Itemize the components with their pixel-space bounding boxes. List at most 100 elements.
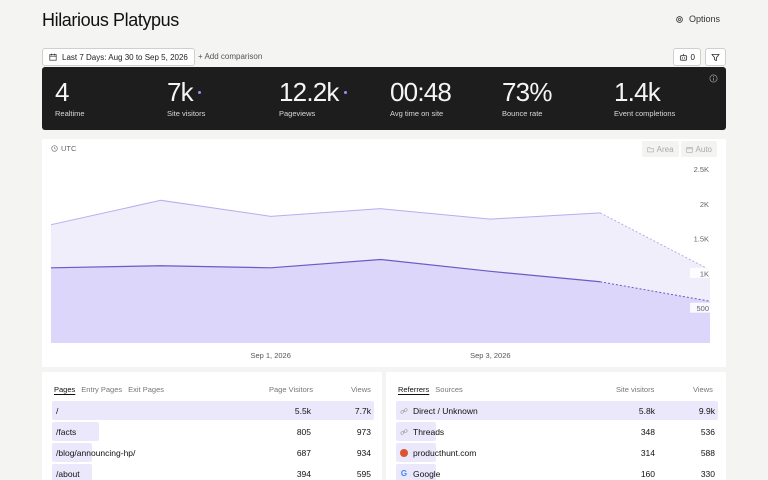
table-row[interactable]: Direct / Unknown 5.8k 9.9k: [396, 400, 718, 421]
row-visitors: 394: [296, 469, 311, 479]
pages-list: / 5.5k 7.7k/facts 805 973/blog/announcing-hp…: [52, 400, 374, 480]
stat-value: 7k: [167, 77, 194, 107]
stat-value: 73%: [502, 77, 552, 107]
options-label: Options: [688, 14, 720, 24]
row-bar: [52, 422, 99, 441]
row-name: Threads: [400, 427, 444, 437]
chart-card: 500 1K 1.5K 2K 2.5K Sep 1, 2026 Sep 3, 2026 UT…: [42, 139, 726, 367]
date-range-picker[interactable]: Last 7 Days: Aug 30 to Sep 5, 2026: [42, 48, 195, 66]
row-views: 9.9k: [698, 406, 715, 416]
pages-card: Pages Entry Pages Exit Pages Page Visito…: [42, 372, 382, 480]
stat-value: 12.2k: [279, 77, 339, 107]
row-views: 588: [700, 448, 715, 458]
row-visitors: 160: [640, 469, 655, 479]
stat-label: Site visitors: [167, 109, 206, 118]
row-label: /about: [56, 469, 80, 479]
stat-avg-time[interactable]: 00:48 Avg time on site: [390, 79, 452, 118]
table-row[interactable]: / 5.5k 7.7k: [52, 400, 374, 421]
toolbar: Last 7 Days: Aug 30 to Sep 5, 2026 + Add…: [42, 48, 726, 66]
row-name: /about: [56, 469, 80, 479]
live-dot-icon: [197, 90, 201, 94]
tab-entry-pages[interactable]: Entry Pages: [81, 385, 123, 394]
row-name: producthunt.com: [400, 448, 476, 458]
row-bar: [52, 443, 93, 462]
folder-icon: [647, 146, 654, 152]
stat-value: 1.4k: [614, 77, 661, 107]
column-header-views[interactable]: Views: [351, 385, 371, 394]
add-comparison-button[interactable]: + Add comparison: [198, 52, 263, 61]
row-name: /: [56, 406, 58, 416]
column-header-views[interactable]: Views: [693, 385, 713, 394]
stats-panel: 4 Realtime 7k Site visitors 12.2k Pagevi…: [42, 67, 726, 130]
row-views: 536: [700, 427, 715, 437]
table-row[interactable]: Threads 348 536: [396, 421, 718, 442]
row-bar: [52, 401, 374, 420]
stat-realtime[interactable]: 4 Realtime: [55, 79, 85, 118]
row-label: Google: [413, 469, 441, 479]
row-label: producthunt.com: [413, 448, 477, 458]
row-label: /: [56, 406, 59, 416]
tab-sources[interactable]: Sources: [435, 385, 463, 394]
table-row[interactable]: /about 394 595: [52, 463, 374, 480]
referrers-card: Referrers Sources Site visitors Views Di…: [386, 372, 726, 480]
table-row[interactable]: producthunt.com 314 588: [396, 442, 718, 463]
area-mode-button[interactable]: Area: [641, 141, 679, 157]
timezone-indicator: UTC: [51, 144, 76, 153]
row-visitors: 314: [640, 448, 655, 458]
row-label: /facts: [56, 427, 77, 437]
calendar-icon: [685, 146, 693, 153]
info-icon[interactable]: [709, 74, 718, 83]
series-area-1: [51, 259, 710, 343]
chart-mode-toggle: Area Auto: [641, 141, 717, 157]
column-header-visitors[interactable]: Page Visitors: [269, 385, 314, 394]
y-tick-bg: [690, 267, 712, 278]
filter-button[interactable]: [705, 48, 726, 66]
auto-mode-label: Auto: [695, 144, 712, 154]
row-visitors: 5.5k: [294, 406, 311, 416]
y-tick-label: 1.5K: [694, 235, 709, 244]
table-row[interactable]: /facts 805 973: [52, 421, 374, 442]
row-views: 7.7k: [354, 406, 371, 416]
stat-site-visitors[interactable]: 7k Site visitors: [167, 79, 205, 118]
row-bar: [396, 443, 436, 462]
table-row[interactable]: G Google 160 330: [396, 463, 718, 480]
tab-referrers[interactable]: Referrers: [398, 385, 430, 394]
clock-icon: [51, 145, 58, 152]
stat-label: Event completions: [614, 109, 676, 118]
x-tick-label: Sep 1, 2026: [250, 351, 290, 360]
auto-mode-button[interactable]: Auto: [680, 141, 717, 157]
options-button[interactable]: Options: [675, 14, 720, 24]
y-tick-bg: [690, 302, 712, 313]
row-label: Direct / Unknown: [413, 406, 478, 416]
row-views: 934: [356, 448, 371, 458]
row-views: 330: [700, 469, 715, 479]
stat-event-completions[interactable]: 1.4k Event completions: [614, 79, 675, 118]
date-range-label: Last 7 Days: Aug 30 to Sep 5, 2026: [62, 52, 188, 62]
stat-bounce-rate[interactable]: 73% Bounce rate: [502, 79, 552, 118]
stat-pageviews[interactable]: 12.2k Pageviews: [279, 79, 347, 118]
row-label: Threads: [413, 427, 445, 437]
row-views: 973: [356, 427, 371, 437]
row-bar: [396, 464, 436, 480]
visitors-chart[interactable]: 500 1K 1.5K 2K 2.5K Sep 1, 2026 Sep 3, 2026: [42, 139, 726, 367]
row-name: /facts: [56, 427, 76, 437]
row-name: /blog/announcing-hp/: [56, 448, 135, 458]
area-mode-label: Area: [656, 144, 674, 154]
row-visitors: 805: [296, 427, 311, 437]
gear-icon: [676, 15, 683, 23]
calendar-icon: [49, 53, 57, 61]
stat-label: Avg time on site: [390, 109, 444, 118]
series-line-1: [50, 258, 601, 283]
robot-icon: [679, 53, 687, 61]
filter-icon: [711, 53, 720, 61]
link-icon: [400, 428, 408, 436]
tab-exit-pages[interactable]: Exit Pages: [128, 385, 164, 394]
live-dot-icon: [343, 90, 347, 94]
page-title: Hilarious Platypus: [42, 10, 179, 30]
tab-pages[interactable]: Pages: [54, 385, 76, 394]
table-row[interactable]: /blog/announcing-hp/687 934: [52, 442, 374, 463]
bot-filter-button[interactable]: 0: [672, 48, 701, 66]
column-header-site-visitors[interactable]: Site visitors: [616, 385, 655, 394]
y-tick-label: 2.5K: [694, 165, 709, 174]
row-name: G Google: [400, 469, 441, 479]
